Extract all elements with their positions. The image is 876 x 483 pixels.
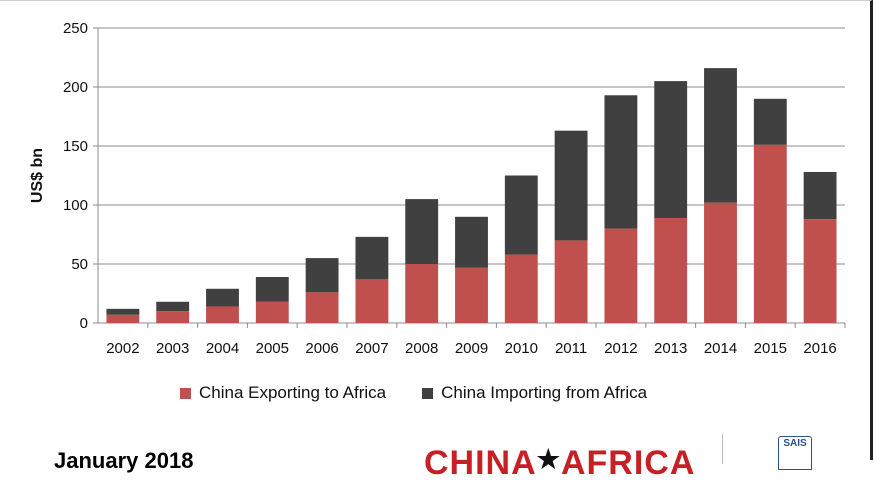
legend-swatch-exports (180, 387, 191, 399)
x-tick-label: 2008 (405, 340, 438, 357)
footer-divider (722, 434, 723, 464)
bar-imports (106, 308, 140, 315)
bar-exports (604, 228, 638, 323)
x-tick-label: 2003 (156, 340, 189, 357)
x-tick-label: 2006 (305, 340, 338, 357)
bar-exports (355, 279, 389, 323)
legend-label-exports: China Exporting to Africa (199, 383, 387, 402)
x-tick-label: 2012 (604, 340, 637, 357)
bar-imports (206, 288, 239, 307)
bar-exports (255, 301, 289, 323)
bar-exports (206, 306, 239, 323)
x-tick-label: 2002 (106, 340, 139, 357)
x-tick-label: 2010 (505, 340, 538, 357)
y-tick-label: 150 (63, 138, 88, 155)
logo-text-china: CHINA (424, 444, 537, 482)
bar-imports (305, 258, 339, 293)
bar-imports (156, 301, 190, 312)
bar-exports (654, 217, 688, 323)
bar-exports (106, 314, 140, 323)
bar-exports (704, 202, 737, 323)
legend-swatch-imports (422, 387, 434, 399)
x-tick-label: 2016 (803, 340, 836, 357)
bar-imports (604, 95, 638, 229)
bar-imports (255, 276, 289, 302)
china-africa-logo: CHINA★AFRICA (424, 444, 695, 483)
x-tick-label: 2013 (654, 340, 687, 357)
x-tick-label: 2015 (754, 340, 787, 357)
legend-label-imports: China Importing from Africa (441, 383, 648, 402)
x-tick-label: 2007 (355, 340, 388, 357)
x-tick-label: 2004 (206, 340, 239, 357)
x-tick-label: 2005 (256, 340, 289, 357)
chart-frame (0, 0, 873, 460)
bar-exports (305, 292, 339, 323)
y-tick-label: 250 (63, 20, 88, 37)
logo-text-africa: AFRICA (560, 444, 696, 482)
bar-imports (554, 130, 588, 241)
bar-exports (455, 267, 488, 323)
x-tick-label: 2011 (555, 340, 587, 357)
y-tick-label: 200 (63, 79, 88, 96)
bar-imports (405, 199, 439, 264)
bar-exports (803, 219, 837, 323)
bar-imports (753, 98, 787, 145)
bar-exports (156, 311, 190, 323)
bar-imports (803, 171, 837, 220)
y-tick-label: 50 (71, 256, 88, 273)
bar-imports (455, 216, 488, 268)
y-axis-label: US$ bn (29, 148, 46, 203)
x-tick-label: 2014 (704, 340, 737, 357)
bar-imports (654, 81, 688, 218)
sais-seal-icon: SAIS (778, 436, 812, 470)
bar-imports (704, 68, 737, 203)
footer-date: January 2018 (54, 448, 194, 473)
bar-imports (355, 236, 389, 280)
bar-exports (504, 254, 538, 323)
x-tick-label: 2009 (455, 340, 488, 357)
y-tick-label: 100 (63, 197, 88, 214)
bar-imports (504, 175, 538, 255)
y-tick-label: 0 (80, 315, 88, 332)
legend-item-imports: China Importing from Africa (422, 383, 647, 403)
star-icon: ★ (536, 444, 561, 474)
legend: China Exporting to Africa China Importin… (180, 383, 647, 403)
bar-exports (405, 264, 439, 323)
stacked-bar-chart: 0 50 100 150 200 250 US$ bn 2002 2003 2004 2005 200… (29, 20, 846, 357)
legend-item-exports: China Exporting to Africa (180, 383, 386, 403)
bar-exports (753, 144, 787, 323)
bar-exports (554, 240, 588, 323)
